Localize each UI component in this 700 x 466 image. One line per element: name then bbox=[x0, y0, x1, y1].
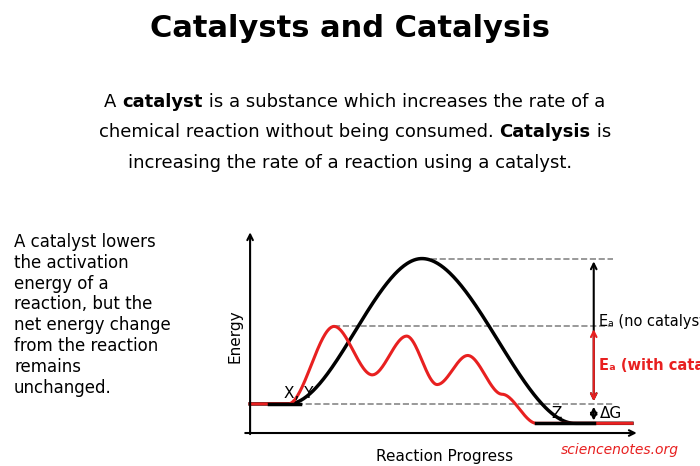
Text: Catalysis: Catalysis bbox=[499, 123, 591, 142]
Text: A catalyst lowers
the activation
energy of a
reaction, but the
net energy change: A catalyst lowers the activation energy … bbox=[14, 233, 171, 397]
Text: Reaction Progress: Reaction Progress bbox=[377, 448, 513, 464]
Text: is a substance which increases the rate of a: is a substance which increases the rate … bbox=[203, 93, 605, 111]
Text: increasing the rate of a reaction using a catalyst.: increasing the rate of a reaction using … bbox=[128, 154, 572, 172]
Text: ΔG: ΔG bbox=[599, 406, 622, 421]
Text: A: A bbox=[104, 93, 122, 111]
Text: sciencenotes.org: sciencenotes.org bbox=[561, 443, 679, 457]
Text: Eₐ (no catalyst): Eₐ (no catalyst) bbox=[599, 314, 700, 329]
Text: is: is bbox=[591, 123, 611, 142]
Text: Catalysts and Catalysis: Catalysts and Catalysis bbox=[150, 14, 550, 43]
Text: Eₐ (with catalyst): Eₐ (with catalyst) bbox=[599, 358, 700, 373]
Text: Z: Z bbox=[552, 406, 562, 421]
Text: X, Y: X, Y bbox=[284, 386, 314, 401]
Text: catalyst: catalyst bbox=[122, 93, 203, 111]
Text: chemical reaction without being consumed.: chemical reaction without being consumed… bbox=[99, 123, 499, 142]
Text: Energy: Energy bbox=[228, 309, 242, 363]
